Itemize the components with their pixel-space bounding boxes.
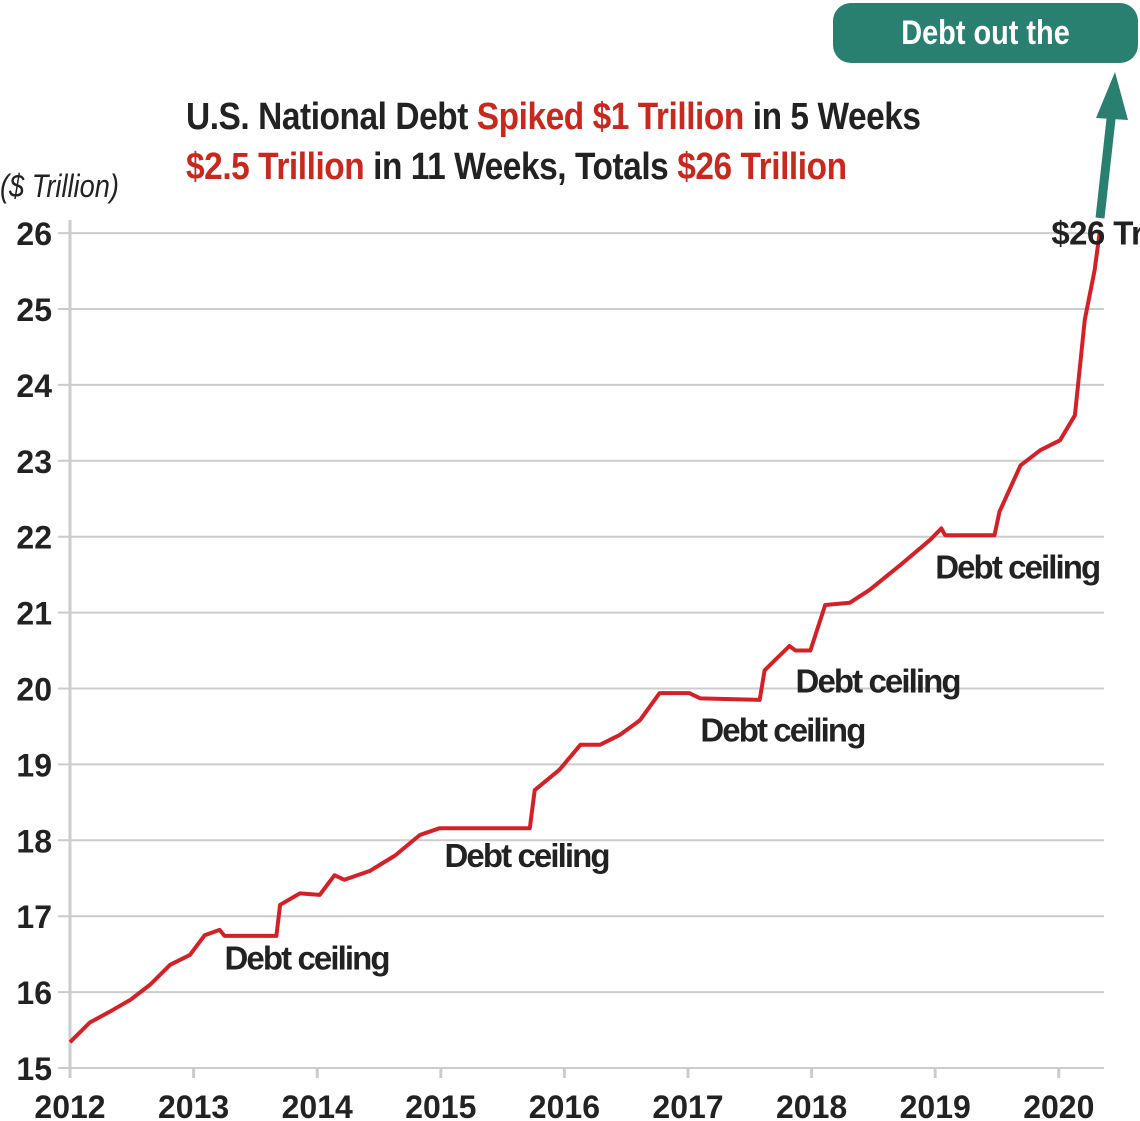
title-segment: U.S. National Debt [186,96,477,138]
annotation-label: Debt ceiling [445,837,611,874]
y-tick-label: 21 [16,596,52,632]
arrow-shaft [1095,109,1117,219]
title-segment: Spiked $1 Trillion [476,96,745,138]
y-tick-label: 18 [16,823,52,859]
debt-series-line [68,232,1102,1044]
y-tick-label: 26 [16,216,52,252]
y-tick-label: 20 [16,672,52,708]
y-axis-label: ($ Trillion) [0,168,119,204]
arrow-head-icon [1096,72,1128,120]
title-line-1: U.S. National Debt Spiked $1 Trillion in… [186,92,921,142]
annotation-label: Debt ceiling [700,712,866,749]
callout-badge: Debt out the wazoo [833,3,1138,112]
y-tick-label: 22 [16,520,52,556]
x-tick-label: 2018 [776,1089,847,1121]
y-tick-label: 19 [16,747,52,783]
y-tick-label: 25 [16,292,52,328]
y-tick-label: 16 [16,975,52,1011]
y-tick-label: 17 [16,899,52,935]
x-tick-label: 2016 [529,1089,600,1121]
y-tick-label: 15 [16,1051,52,1087]
annotation-label: Debt ceiling [796,662,962,699]
x-tick-label: 2019 [900,1089,971,1121]
annotation-label: Debt ceiling [935,548,1101,585]
x-tick-label: 2014 [282,1089,353,1121]
title-segment: $2.5 Trillion [186,146,365,188]
x-tick-label: 2015 [405,1089,476,1121]
y-tick-label: 24 [16,368,52,404]
annotation-label: $26 Trillion [1051,214,1140,251]
title-segment: in 11 Weeks, Totals [364,146,678,188]
title-segment: in 5 Weeks [743,96,921,138]
annotation-label: Debt ceiling [225,939,391,976]
x-tick-label: 2012 [34,1089,105,1121]
x-tick-label: 2013 [158,1089,229,1121]
chart-title: U.S. National Debt Spiked $1 Trillion in… [186,92,921,192]
y-tick-label: 23 [16,444,52,480]
x-tick-label: 2020 [1023,1089,1094,1121]
title-line-2: $2.5 Trillion in 11 Weeks, Totals $26 Tr… [186,142,921,192]
x-tick-label: 2017 [652,1089,723,1121]
title-segment: $26 Trillion [677,146,847,188]
